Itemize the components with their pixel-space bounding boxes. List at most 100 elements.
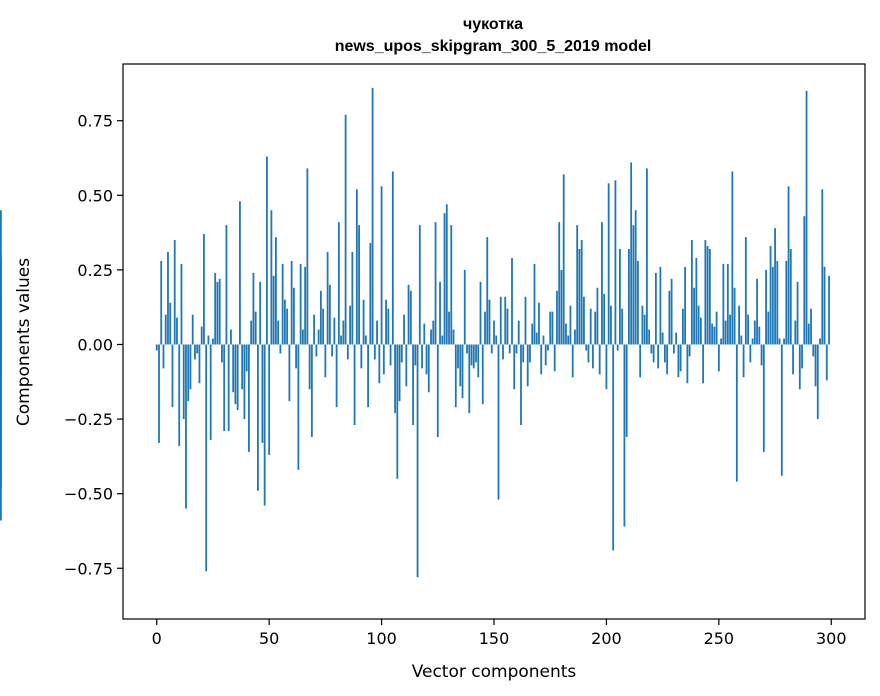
- bar-298: [825, 344, 828, 381]
- bar-237: [688, 344, 691, 357]
- bar-128: [443, 213, 446, 345]
- bar-210: [628, 249, 630, 345]
- bar-19: [198, 344, 201, 384]
- bar-180: [560, 269, 563, 345]
- bar-95: [369, 243, 372, 345]
- bar-290: [807, 323, 810, 345]
- bar-91: [360, 344, 363, 369]
- bar-5: [167, 251, 169, 345]
- bar-2: [160, 260, 163, 345]
- bar-227: [666, 344, 669, 375]
- bar-119: [423, 323, 426, 345]
- bar-94: [367, 344, 369, 408]
- bar-162: [520, 344, 522, 426]
- bar-195: [594, 311, 597, 345]
- bar-288: [803, 216, 806, 345]
- bar-151: [495, 335, 498, 345]
- bar-1: [158, 344, 160, 443]
- bar-21: [203, 234, 205, 345]
- bar-38: [241, 344, 244, 390]
- bar-113: [409, 290, 412, 345]
- bar-88: [353, 344, 356, 426]
- bar-138: [466, 344, 468, 354]
- bar-40: [245, 344, 248, 372]
- bar-149: [490, 344, 493, 354]
- bar-64: [299, 263, 302, 345]
- bar-167: [531, 323, 534, 345]
- bar-74: [322, 308, 325, 345]
- bar-153: [499, 296, 502, 345]
- bar-11: [180, 263, 183, 345]
- bar-155: [504, 296, 507, 345]
- bar-42: [250, 320, 253, 345]
- bar-269: [760, 344, 763, 366]
- bar-193: [589, 308, 592, 345]
- bar-133: [454, 344, 457, 408]
- bar-164: [524, 296, 527, 345]
- bar-213: [634, 210, 637, 345]
- bar-16: [191, 314, 194, 345]
- x-axis-ticks: 0 50 100 150 200 250 300: [152, 619, 847, 648]
- bar-79: [333, 317, 336, 345]
- bar-75: [324, 344, 327, 378]
- bar-158: [511, 257, 513, 345]
- x-tick-label: 50: [259, 629, 279, 648]
- bar-278: [780, 344, 783, 476]
- bar-285: [796, 281, 799, 345]
- bar-135: [459, 344, 462, 387]
- bar-50: [268, 344, 271, 455]
- bar-212: [632, 225, 635, 345]
- bar-284: [794, 320, 797, 345]
- bar-243: [702, 344, 705, 384]
- bar-98: [376, 320, 378, 345]
- bar-179: [558, 222, 561, 345]
- bar-260: [740, 335, 743, 345]
- bar-159: [513, 344, 516, 390]
- bar-142: [475, 344, 477, 363]
- bar-268: [758, 326, 761, 345]
- x-tick-label: 100: [366, 629, 397, 648]
- bar-85: [346, 344, 349, 360]
- bar-131: [450, 225, 453, 345]
- y-tick-label: 0.25: [77, 261, 113, 280]
- bar-71: [315, 344, 318, 357]
- bar-289: [805, 90, 808, 345]
- bar-161: [517, 320, 520, 345]
- bar-183: [567, 335, 570, 345]
- bar-281: [787, 186, 790, 345]
- bar-77: [328, 284, 331, 345]
- y-tick-label: −0.75: [64, 559, 113, 578]
- y-axis-ticks: −0.75 −0.50 −0.25 0.00 0.25 0.50 0.75: [64, 112, 123, 578]
- bar-136: [461, 344, 464, 399]
- bar-112: [407, 284, 410, 345]
- bar-99: [378, 344, 381, 384]
- bar-219: [648, 329, 651, 345]
- bar-130: [448, 311, 450, 345]
- bar-199: [603, 293, 606, 345]
- bar-125: [436, 344, 439, 437]
- bar-12: [182, 344, 185, 420]
- bar-109: [400, 344, 403, 363]
- bar-246: [708, 249, 711, 345]
- bar-168: [533, 263, 536, 345]
- bar-266: [753, 320, 756, 345]
- bar-265: [751, 338, 754, 345]
- y-tick-label: 0.75: [77, 112, 113, 131]
- bar-197: [598, 344, 601, 375]
- bar-251: [720, 338, 722, 345]
- bar-172: [542, 335, 545, 345]
- bar-122: [430, 329, 432, 345]
- bar-188: [578, 249, 581, 345]
- bar-233: [679, 344, 682, 372]
- bar-33: [230, 329, 232, 345]
- bar-30: [223, 344, 226, 432]
- bar-224: [659, 266, 662, 345]
- bar-189: [580, 240, 583, 345]
- bar-65: [301, 329, 304, 345]
- bar-296: [821, 189, 824, 345]
- x-axis-label: Vector components: [412, 662, 577, 682]
- y-tick-label: −0.50: [64, 485, 113, 504]
- bar-216: [641, 305, 644, 345]
- chart-subtitle-text: news_upos_skipgram_300_5_2019 model: [335, 38, 652, 55]
- bar-53: [275, 237, 277, 345]
